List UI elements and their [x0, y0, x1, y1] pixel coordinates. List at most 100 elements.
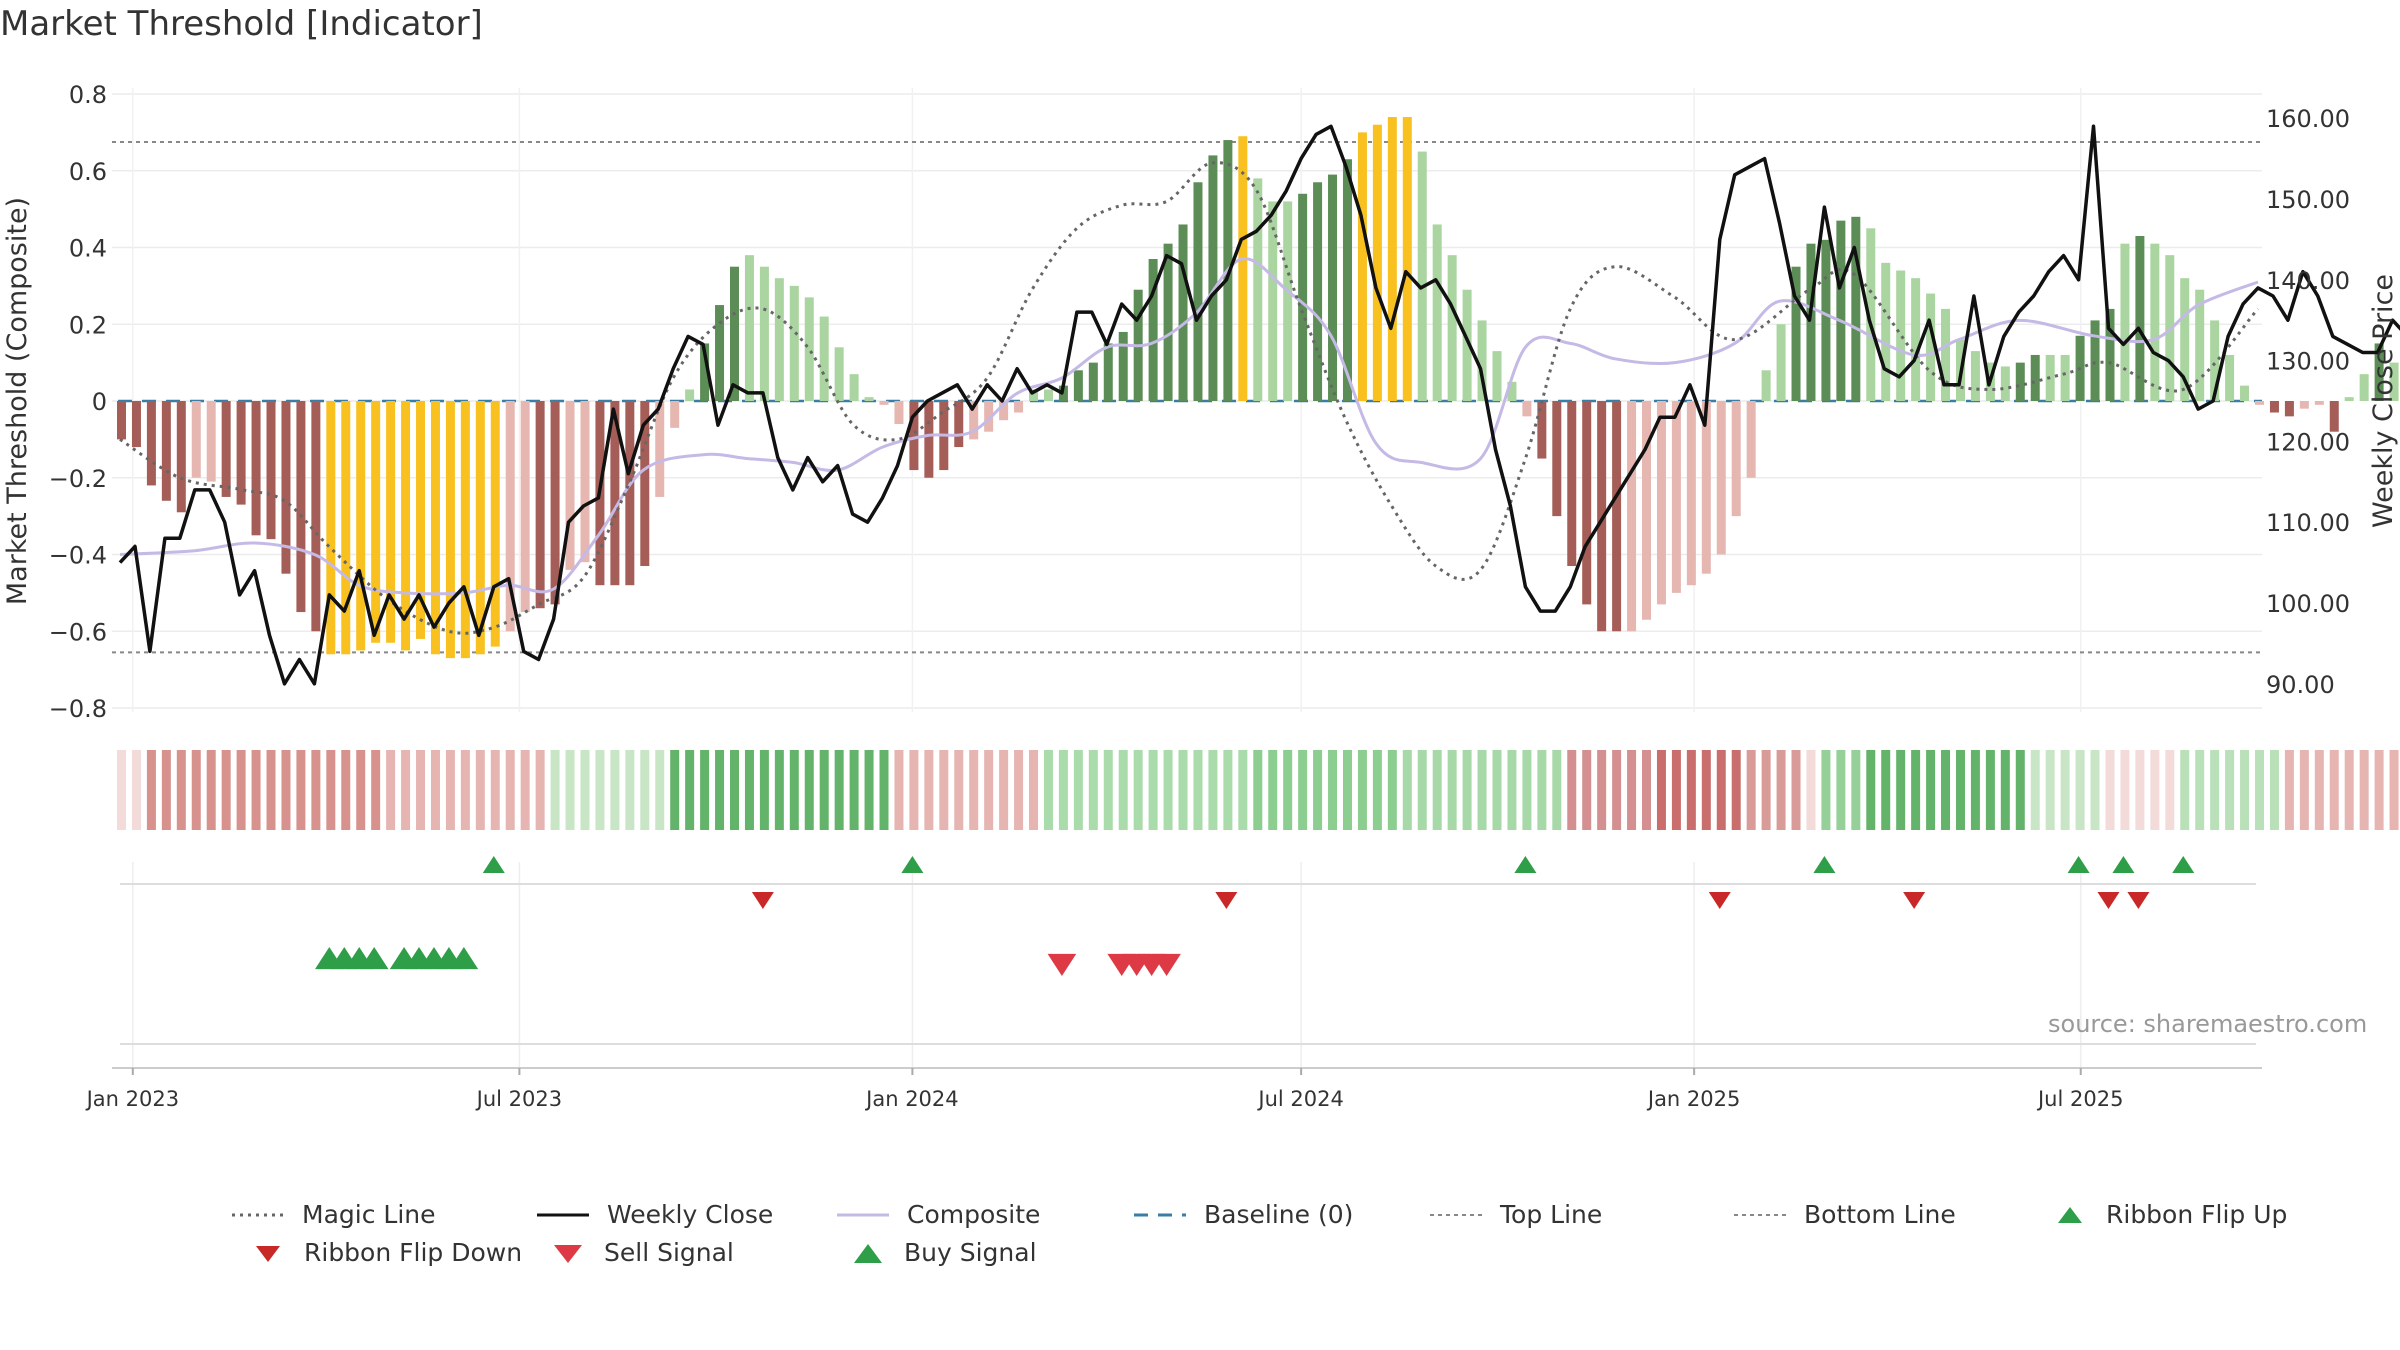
- composite-line: [119, 257, 2259, 596]
- legend-label: Weekly Close: [607, 1200, 774, 1229]
- composite-bar: [1208, 155, 1218, 401]
- ribbon-cell: [1776, 750, 1786, 830]
- x-tick-label: Jul 2024: [1256, 1087, 1343, 1111]
- composite-bar: [176, 401, 186, 513]
- ribbon-cell: [580, 750, 590, 830]
- composite-bar: [1118, 331, 1128, 401]
- composite-bar: [954, 401, 964, 448]
- ribbon-cell: [1851, 750, 1861, 830]
- composite-bar: [1148, 259, 1158, 401]
- ribbon-cell: [2060, 750, 2070, 830]
- ribbon-cell: [2284, 750, 2294, 830]
- dotted-line-icon: [1734, 1213, 1786, 1216]
- ribbon-cell: [191, 750, 201, 830]
- ribbon-cell: [2075, 750, 2085, 830]
- y-tick-label: 0.8: [69, 81, 107, 109]
- legend-item-buy-signal: Buy Signal: [848, 1238, 1037, 1267]
- legend-item-bottom-line: Bottom Line: [1732, 1200, 1956, 1229]
- composite-bar: [386, 401, 396, 643]
- composite-bar: [550, 401, 560, 605]
- dashed-line-icon: [1134, 1213, 1186, 1216]
- ribbon-strip: [117, 750, 2399, 830]
- ribbon-cell: [251, 750, 261, 830]
- composite-bar: [326, 401, 336, 655]
- composite-bar: [1941, 308, 1951, 401]
- buy-signal-marker: [449, 947, 479, 970]
- y2-tick-label: 150.00: [2266, 186, 2350, 214]
- composite-bar: [1597, 401, 1607, 632]
- legend-item-magic-line: Magic Line: [230, 1200, 436, 1229]
- composite-bar: [1073, 370, 1083, 401]
- ribbon-cell: [2165, 750, 2175, 830]
- composite-bar: [999, 401, 1009, 421]
- ribbon-cell: [804, 750, 814, 830]
- y2-tick-label: 110.00: [2266, 509, 2350, 537]
- ribbon-cell: [1642, 750, 1652, 830]
- ribbon-flip-up-marker: [2067, 856, 2090, 873]
- y-tick-label: −0.6: [49, 618, 107, 646]
- composite-bar: [1836, 220, 1846, 401]
- legend-label: Ribbon Flip Up: [2106, 1200, 2288, 1229]
- ribbon-cell: [625, 750, 635, 830]
- ribbon-cell: [2180, 750, 2190, 830]
- ribbon-cell: [1432, 750, 1442, 830]
- composite-bar: [580, 401, 590, 563]
- ribbon-cell: [1043, 750, 1053, 830]
- composite-bar: [1342, 159, 1352, 401]
- ribbon-cell: [1298, 750, 1308, 830]
- ribbon-cell: [1477, 750, 1487, 830]
- composite-bar: [251, 401, 261, 536]
- legend-label: Sell Signal: [604, 1238, 734, 1267]
- ribbon-cell: [2344, 750, 2354, 830]
- composite-bar: [909, 401, 919, 471]
- ribbon-cell: [1686, 750, 1696, 830]
- composite-bar: [969, 401, 979, 440]
- legend-label: Ribbon Flip Down: [304, 1238, 523, 1267]
- composite-bar: [2015, 362, 2025, 401]
- composite-bar: [1911, 278, 1921, 401]
- composite-bar: [1522, 401, 1532, 417]
- composite-bar: [2269, 401, 2279, 413]
- composite-bar: [1357, 132, 1367, 401]
- composite-bar: [2030, 354, 2040, 401]
- ribbon-cell: [1582, 750, 1592, 830]
- legend-item-baseline: Baseline (0): [1132, 1200, 1353, 1229]
- legend-label: Top Line: [1500, 1200, 1603, 1229]
- ribbon-cell: [2150, 750, 2160, 830]
- composite-bar: [1731, 401, 1741, 517]
- composite-bar: [2299, 401, 2309, 409]
- composite-bar: [1821, 239, 1831, 401]
- legend-item-top-line: Top Line: [1428, 1200, 1602, 1229]
- composite-bar: [416, 401, 426, 639]
- composite-bar: [1806, 243, 1816, 401]
- y2-tick-label: 120.00: [2266, 428, 2350, 456]
- ribbon-cell: [2210, 750, 2220, 830]
- composite-bar: [1372, 124, 1382, 401]
- ribbon-cell: [744, 750, 754, 830]
- composite-bar: [2105, 308, 2115, 401]
- composite-bar: [834, 347, 844, 401]
- ribbon-cell: [1941, 750, 1951, 830]
- chart-title: Market Threshold [Indicator]: [0, 4, 483, 44]
- ribbon-cell: [1103, 750, 1113, 830]
- composite-bar: [1970, 351, 1980, 401]
- ribbon-cell: [1537, 750, 1547, 830]
- composite-bar: [2120, 243, 2130, 401]
- legend: Magic Line Weekly Close Composite Baseli…: [230, 1200, 2400, 1280]
- ribbon-cell: [1701, 750, 1711, 830]
- composite-bar: [2255, 401, 2264, 405]
- composite-bar: [1507, 381, 1517, 401]
- ribbon-cell: [1417, 750, 1427, 830]
- y-tick-label: −0.4: [49, 542, 107, 570]
- composite-bar: [2210, 320, 2220, 401]
- composite-bar: [1881, 262, 1891, 401]
- y2-tick-label: 130.00: [2266, 348, 2350, 376]
- composite-bars: [117, 117, 2399, 659]
- composite-bar: [1178, 224, 1188, 401]
- ribbon-cell: [1985, 750, 1995, 830]
- sell-signal-marker: [1047, 953, 1077, 976]
- solid-line-icon: [537, 1213, 589, 1216]
- composite-bar: [2284, 401, 2294, 417]
- composite-bar: [819, 316, 829, 401]
